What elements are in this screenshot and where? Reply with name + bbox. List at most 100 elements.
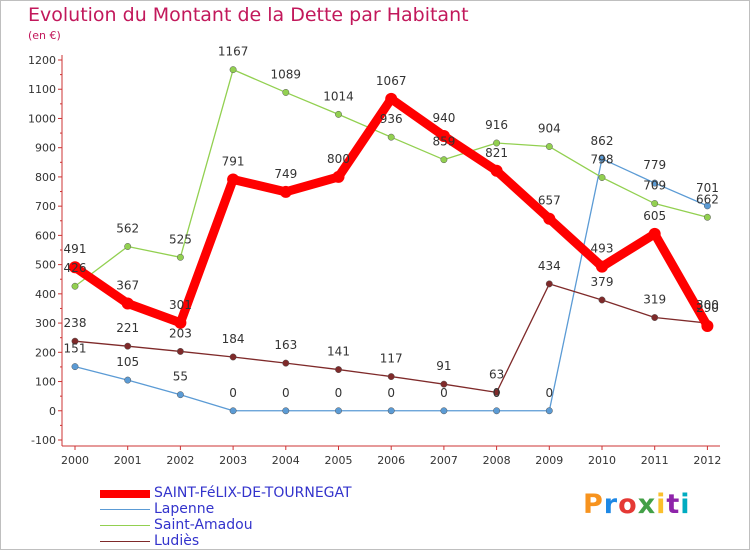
- data-point: [545, 407, 553, 415]
- legend-label: Ludiès: [154, 533, 200, 549]
- data-label: 525: [169, 232, 192, 246]
- data-label: 657: [538, 194, 561, 208]
- logo-letter: t: [666, 489, 681, 520]
- data-label: 0: [387, 386, 395, 400]
- data-label: 163: [274, 338, 297, 352]
- data-point: [703, 213, 711, 221]
- y-tick-label: 300: [35, 317, 56, 330]
- data-point: [440, 380, 448, 388]
- data-label: 491: [64, 242, 87, 256]
- data-point: [71, 337, 79, 345]
- y-tick-label: 200: [35, 346, 56, 359]
- data-label: 0: [545, 386, 553, 400]
- data-point: [387, 133, 395, 141]
- data-label: 117: [380, 352, 403, 366]
- legend-item: Saint-Amadou: [100, 517, 400, 534]
- legend-swatch: [100, 490, 150, 498]
- data-point: [387, 373, 395, 381]
- legend-swatch: [100, 509, 150, 510]
- data-point: [648, 227, 661, 240]
- x-tick-label: 2003: [219, 454, 247, 467]
- series-0: [69, 92, 714, 332]
- data-point: [440, 407, 448, 415]
- data-label: 701: [696, 181, 719, 195]
- data-point: [282, 359, 290, 367]
- x-tick-label: 2005: [325, 454, 353, 467]
- proxiti-logo: Proxiti: [583, 489, 691, 520]
- y-tick-label: 800: [35, 171, 56, 184]
- data-point: [282, 407, 290, 415]
- data-label: 709: [643, 179, 666, 193]
- y-tick-label: 1100: [28, 83, 56, 96]
- x-tick-label: 2007: [430, 454, 458, 467]
- data-label: 940: [432, 111, 455, 125]
- data-point: [71, 363, 79, 371]
- data-label: 141: [327, 345, 350, 359]
- data-point: [229, 407, 237, 415]
- data-label: 562: [116, 221, 139, 235]
- series-layer: [69, 66, 714, 415]
- data-point: [598, 155, 606, 163]
- x-tick-label: 2001: [114, 454, 142, 467]
- y-tick-label: 600: [35, 229, 56, 242]
- legend-item: SAINT-FéLIX-DE-TOURNEGAT: [100, 485, 400, 502]
- data-label: 862: [591, 134, 614, 148]
- data-label: 55: [173, 370, 188, 384]
- data-label: 367: [116, 278, 139, 292]
- chart-axes: -100010020030040050060070080090010001100…: [28, 54, 721, 467]
- data-point: [385, 92, 398, 105]
- logo-letter: o: [618, 489, 638, 520]
- data-labels-layer: 491 367 301 791 749 800 1067 940 821 657 493 605 290…: [64, 45, 719, 400]
- data-label: 105: [116, 355, 139, 369]
- data-label: 1067: [376, 74, 407, 88]
- legend-swatch: [100, 525, 150, 526]
- data-point: [176, 253, 184, 261]
- data-label: 859: [432, 135, 455, 149]
- data-label: 779: [643, 158, 666, 172]
- data-label: 1089: [271, 67, 302, 81]
- data-point: [651, 200, 659, 207]
- data-point: [229, 353, 237, 361]
- data-point: [335, 366, 342, 374]
- data-point: [124, 243, 132, 250]
- y-tick-label: 100: [35, 376, 56, 389]
- data-point: [174, 316, 187, 329]
- data-label: 221: [116, 321, 139, 335]
- y-tick-label: -100: [31, 434, 56, 447]
- series-2: [71, 66, 711, 290]
- x-tick-label: 2009: [535, 454, 563, 467]
- data-point: [598, 174, 606, 181]
- data-label: 662: [696, 192, 719, 206]
- data-label: 379: [591, 275, 614, 289]
- data-label: 0: [335, 386, 343, 400]
- legend-label: Lapenne: [154, 501, 215, 517]
- logo-letter: i: [656, 489, 667, 520]
- data-label: 605: [643, 209, 666, 223]
- legend-swatch: [100, 541, 150, 542]
- y-tick-label: 500: [35, 259, 56, 272]
- data-point: [124, 342, 132, 350]
- y-tick-label: 700: [35, 200, 56, 213]
- data-label: 0: [440, 386, 448, 400]
- data-label: 791: [222, 155, 245, 169]
- data-point: [493, 407, 501, 415]
- data-label: 916: [485, 118, 508, 132]
- data-point: [651, 179, 659, 187]
- data-point: [229, 66, 237, 74]
- data-point: [703, 202, 711, 210]
- data-point: [71, 282, 79, 290]
- legend-item: Lapenne: [100, 501, 400, 518]
- data-label: 290: [696, 301, 719, 315]
- data-point: [176, 347, 184, 355]
- data-label: 301: [169, 298, 192, 312]
- data-point: [545, 143, 553, 150]
- y-tick-label: 1000: [28, 112, 56, 125]
- data-label: 493: [591, 242, 614, 256]
- data-label: 0: [282, 386, 290, 400]
- data-label: 184: [222, 332, 245, 346]
- y-tick-label: 900: [35, 142, 56, 155]
- y-tick-label: 0: [49, 405, 56, 418]
- data-point: [437, 130, 450, 142]
